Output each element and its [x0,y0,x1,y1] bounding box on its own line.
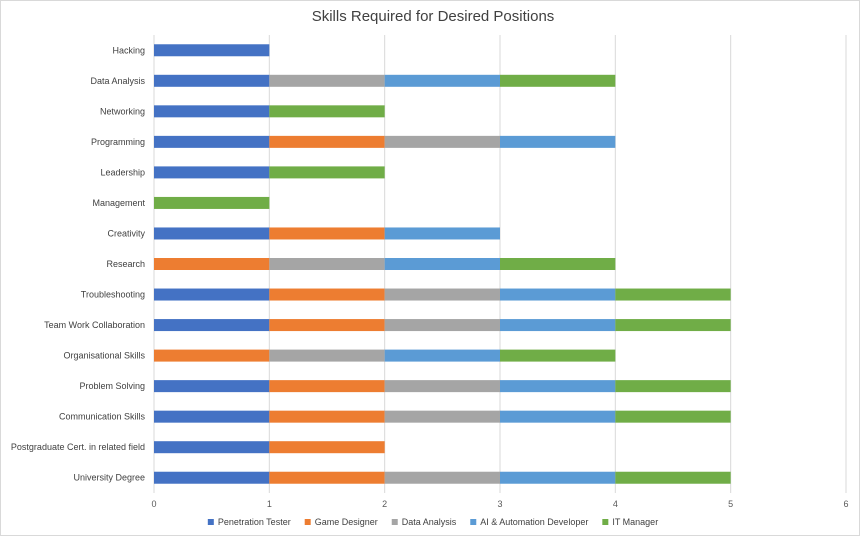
legend: Penetration Tester Game Designer Data Anal… [207,517,658,527]
bar-segment [615,410,731,423]
bars [154,44,731,484]
bar-segment [500,319,616,332]
bar-segment [269,349,385,362]
legend-swatch [602,519,609,525]
bar-segment [269,319,385,332]
bar-segment [154,349,270,362]
bar-segment [269,471,385,484]
bar-segment [384,380,500,393]
legend-label: Penetration Tester [218,517,291,527]
bar-segment [154,166,270,179]
category-label: Communication Skills [59,412,146,422]
legend-label: IT Manager [612,517,658,527]
bar-segment [500,410,616,423]
bar-segment [154,380,270,393]
x-tick-label: 3 [497,499,502,509]
bar-segment [500,349,616,362]
bar-segment [154,441,270,454]
bar-segment [615,380,731,393]
bar-segment [154,196,270,209]
bar-segment [500,258,616,270]
category-label: Team Work Collaboration [44,320,145,330]
bar-segment [269,166,385,179]
bar-segment [269,410,385,423]
category-label: Problem Solving [79,381,145,391]
x-tick-label: 2 [382,499,387,509]
bar-segment [500,135,616,148]
bar-segment [154,105,270,118]
category-label: Creativity [107,228,145,238]
bar-segment [154,258,270,270]
bar-segment [154,227,270,240]
x-tick-label: 5 [728,499,733,509]
bar-segment [269,288,385,301]
category-label: University Degree [73,473,145,483]
bar-segment [615,471,731,484]
category-label: Troubleshooting [81,290,145,300]
bar-segment [384,471,500,484]
x-tick-label: 4 [613,499,618,509]
category-label: Networking [100,106,145,116]
category-label: Management [92,198,145,208]
bar-segment [154,471,270,484]
category-label: Data Analysis [90,76,145,86]
bar-segment [384,258,500,270]
bar-segment [154,44,270,57]
bar-segment [269,105,385,118]
legend-swatch [391,519,398,525]
bar-segment [154,135,270,148]
category-label: Programming [91,137,145,147]
category-label: Hacking [112,45,145,55]
bar-segment [384,349,500,362]
category-labels: Hacking Data Analysis Networking Programmin… [11,45,146,482]
legend-label: Data Analysis [402,517,457,527]
bar-segment [384,227,500,240]
legend-swatch [470,519,477,525]
bar-segment [384,319,500,332]
category-label: Organisational Skills [63,351,145,361]
legend-swatch [304,519,311,525]
x-tick-label: 0 [151,499,156,509]
bar-segment [154,74,270,87]
bar-segment [269,227,385,240]
x-axis-ticks: 0 1 2 3 4 5 6 [151,499,848,509]
bar-segment [154,288,270,301]
legend-label: AI & Automation Developer [480,517,588,527]
bar-segment [384,135,500,148]
bar-segment [615,288,731,301]
chart-title: Skills Required for Desired Positions [312,8,555,25]
bar-segment [269,258,385,270]
bar-segment [500,288,616,301]
category-label: Postgraduate Cert. in related field [11,442,145,452]
legend-swatch [207,519,214,525]
bar-segment [154,319,270,332]
bar-segment [384,410,500,423]
bar-segment [269,74,385,87]
x-tick-label: 1 [267,499,272,509]
bar-segment [500,380,616,393]
bar-segment [500,471,616,484]
bar-segment [269,380,385,393]
bar-segment [269,441,385,454]
x-tick-label: 6 [843,499,848,509]
category-label: Leadership [100,167,145,177]
category-label: Research [106,259,145,269]
bar-segment [269,135,385,148]
bar-segment [500,74,616,87]
bar-segment [384,288,500,301]
legend-label: Game Designer [315,517,378,527]
bar-segment [154,410,270,423]
bar-segment [384,74,500,87]
bar-segment [615,319,731,332]
